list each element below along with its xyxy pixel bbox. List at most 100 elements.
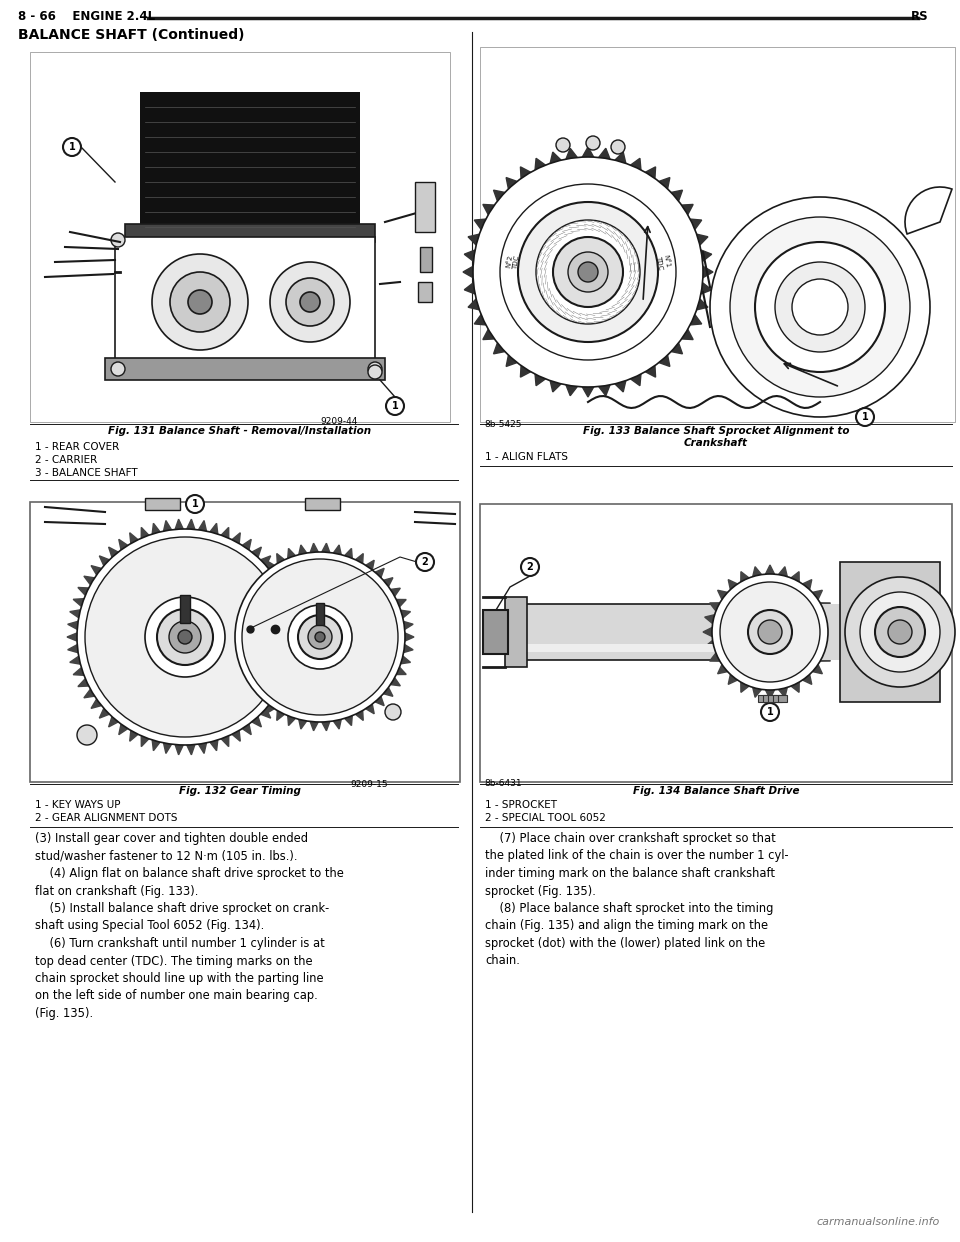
Polygon shape	[396, 667, 406, 674]
Polygon shape	[729, 674, 737, 684]
Bar	[505, 597, 527, 667]
Polygon shape	[153, 523, 160, 534]
Bar	[778, 696, 787, 702]
Polygon shape	[119, 539, 128, 550]
Polygon shape	[232, 533, 240, 544]
Text: 1 - REAR COVER: 1 - REAR COVER	[35, 442, 119, 452]
Circle shape	[416, 553, 434, 571]
Circle shape	[288, 605, 352, 669]
Polygon shape	[820, 602, 830, 611]
Polygon shape	[281, 587, 292, 595]
Polygon shape	[229, 656, 239, 663]
Polygon shape	[520, 166, 531, 179]
Polygon shape	[701, 283, 711, 294]
Polygon shape	[474, 219, 486, 230]
Polygon shape	[281, 678, 292, 687]
Polygon shape	[288, 549, 296, 559]
Polygon shape	[227, 645, 236, 652]
Circle shape	[300, 292, 320, 312]
Polygon shape	[671, 343, 683, 354]
Circle shape	[169, 621, 201, 653]
Polygon shape	[67, 633, 77, 641]
Circle shape	[242, 559, 398, 715]
Bar	[125, 224, 375, 242]
Polygon shape	[286, 668, 297, 676]
Polygon shape	[375, 569, 384, 578]
Circle shape	[720, 582, 820, 682]
Polygon shape	[400, 656, 411, 663]
Polygon shape	[199, 743, 206, 754]
Polygon shape	[391, 678, 400, 686]
Circle shape	[775, 262, 865, 351]
Polygon shape	[645, 365, 656, 378]
Polygon shape	[820, 653, 830, 661]
Circle shape	[845, 578, 955, 687]
Circle shape	[111, 361, 125, 376]
Text: 1: 1	[192, 499, 199, 509]
Polygon shape	[108, 717, 118, 727]
Polygon shape	[119, 724, 128, 735]
Circle shape	[111, 233, 125, 247]
Polygon shape	[242, 539, 252, 550]
Bar	[763, 696, 772, 702]
Polygon shape	[141, 735, 149, 746]
Polygon shape	[290, 610, 300, 617]
Polygon shape	[247, 687, 256, 697]
Circle shape	[856, 409, 874, 426]
Polygon shape	[765, 565, 775, 574]
Polygon shape	[333, 545, 341, 555]
Polygon shape	[226, 633, 235, 641]
Polygon shape	[396, 600, 406, 607]
Polygon shape	[645, 166, 656, 179]
Polygon shape	[366, 560, 374, 570]
Polygon shape	[741, 571, 749, 582]
Polygon shape	[345, 549, 352, 559]
Polygon shape	[73, 668, 84, 676]
Polygon shape	[791, 682, 799, 692]
Polygon shape	[299, 719, 306, 729]
Polygon shape	[266, 704, 275, 714]
Polygon shape	[705, 641, 714, 650]
Bar	[415, 183, 435, 232]
Polygon shape	[614, 380, 626, 392]
Bar	[316, 604, 324, 625]
Polygon shape	[175, 744, 183, 755]
Polygon shape	[583, 147, 593, 158]
Polygon shape	[599, 385, 610, 396]
Polygon shape	[73, 599, 84, 606]
Circle shape	[755, 242, 885, 373]
Circle shape	[186, 496, 204, 513]
Polygon shape	[70, 656, 81, 664]
Circle shape	[556, 138, 570, 152]
Polygon shape	[468, 299, 479, 309]
Polygon shape	[709, 653, 720, 661]
Polygon shape	[221, 735, 228, 746]
Polygon shape	[468, 235, 479, 245]
Polygon shape	[240, 678, 250, 686]
Polygon shape	[803, 674, 812, 684]
Text: Fig. 134 Balance Shaft Drive: Fig. 134 Balance Shaft Drive	[633, 786, 800, 796]
Bar	[30, 52, 450, 422]
Polygon shape	[709, 602, 720, 611]
Circle shape	[860, 592, 940, 672]
Text: 3 - BALANCE SHAFT: 3 - BALANCE SHAFT	[35, 468, 137, 478]
Polygon shape	[803, 580, 812, 590]
Text: 8b-5425: 8b-5425	[484, 420, 521, 428]
Text: 2: 2	[421, 556, 428, 568]
Polygon shape	[310, 722, 319, 730]
Polygon shape	[292, 621, 302, 630]
Circle shape	[286, 278, 334, 325]
Polygon shape	[550, 380, 562, 392]
Text: N°1
TDC: N°1 TDC	[656, 253, 671, 271]
Polygon shape	[269, 699, 279, 708]
Bar	[105, 358, 385, 380]
Bar	[420, 247, 432, 272]
Text: RS: RS	[910, 10, 928, 24]
Text: 1: 1	[68, 142, 76, 152]
Polygon shape	[718, 590, 728, 600]
Polygon shape	[210, 740, 218, 750]
Circle shape	[235, 551, 405, 722]
Text: FRENTE: FRENTE	[566, 287, 610, 297]
Polygon shape	[242, 724, 252, 735]
Bar	[758, 696, 767, 702]
